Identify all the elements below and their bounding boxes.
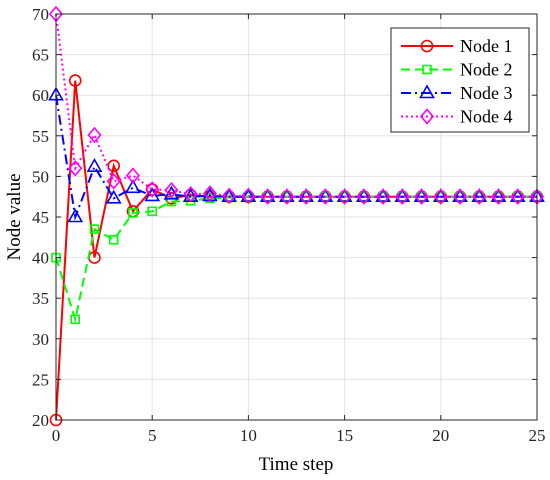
legend-entry: Node 1	[401, 36, 513, 56]
legend-label: Node 1	[460, 36, 513, 56]
square-marker	[128, 208, 138, 218]
diamond-marker	[68, 160, 83, 177]
triangle-marker	[125, 179, 141, 194]
x-tick-label: 5	[148, 426, 157, 445]
legend-entry: Node 3	[401, 83, 513, 103]
y-tick-label: 20	[32, 411, 49, 430]
diamond-marker	[510, 188, 525, 205]
x-tick-label: 10	[240, 426, 257, 445]
triangle-marker	[432, 188, 449, 202]
diamond-marker	[202, 185, 217, 202]
triangle-marker	[336, 188, 353, 202]
triangle-marker	[509, 188, 526, 202]
triangle-marker	[279, 188, 295, 202]
square-marker	[89, 224, 100, 234]
x-tick-label: 25	[529, 426, 546, 445]
series-3	[48, 86, 545, 223]
diamond-marker	[356, 188, 371, 205]
y-tick-label: 60	[32, 86, 49, 105]
square-marker	[108, 234, 119, 245]
y-tick-label: 25	[32, 370, 49, 389]
diamond-marker	[260, 188, 275, 205]
diamond-marker	[87, 126, 102, 144]
triangle-marker	[259, 188, 276, 202]
diamond-marker	[433, 188, 448, 205]
series-4	[48, 5, 545, 205]
diamond-marker	[337, 188, 352, 205]
circle-marker	[68, 74, 82, 87]
grid	[55, 13, 538, 421]
x-axis-title: Time step	[259, 454, 334, 475]
diamond-marker	[414, 188, 429, 205]
x-tick-label: 0	[52, 426, 61, 445]
diamond-marker	[452, 188, 468, 205]
diamond-marker	[145, 181, 160, 198]
square-marker	[147, 206, 157, 217]
diamond-marker	[125, 167, 141, 184]
diamond-marker	[241, 187, 256, 205]
triangle-marker	[355, 188, 372, 202]
triangle-marker	[221, 188, 238, 202]
y-tick-label: 35	[32, 289, 49, 308]
diamond-marker	[376, 188, 391, 205]
triangle-marker	[375, 188, 391, 202]
triangle-marker	[86, 158, 103, 172]
axis-tick-labels: 0 5 10 15 20 25 20 25 30 35 40 45 50 55 60 65 70	[32, 5, 546, 445]
x-tick-label: 15	[336, 426, 353, 445]
legend-circle-marker	[420, 39, 434, 53]
legend-entry: Node 2	[401, 60, 513, 80]
y-tick-label: 30	[32, 330, 49, 349]
triangle-marker	[490, 188, 507, 202]
y-tick-label: 40	[32, 249, 49, 268]
legend-label: Node 4	[460, 107, 513, 127]
diamond-marker	[222, 187, 237, 205]
triangle-marker	[413, 188, 430, 202]
legend-diamond-marker	[419, 108, 435, 125]
diamond-marker	[491, 188, 506, 205]
diamond-marker	[183, 186, 198, 203]
diamond-marker	[395, 188, 410, 205]
axis-ticks	[55, 13, 538, 421]
y-tick-label: 65	[32, 46, 49, 65]
triangle-marker	[317, 188, 334, 202]
y-tick-label: 50	[32, 167, 49, 186]
y-tick-label: 55	[32, 127, 49, 146]
triangle-marker	[394, 188, 411, 202]
diamond-marker	[164, 181, 179, 199]
triangle-marker	[452, 188, 468, 202]
legend-label: Node 3	[460, 83, 513, 103]
legend: Node 1 Node 2 Node 3 Node 4	[390, 27, 530, 133]
y-tick-label: 45	[32, 208, 49, 227]
legend-label: Node 2	[460, 60, 513, 80]
x-tick-label: 20	[432, 426, 449, 445]
triangle-marker	[471, 188, 488, 202]
diamond-marker	[299, 188, 314, 205]
triangle-marker	[105, 189, 122, 204]
square-marker	[70, 314, 81, 325]
triangle-marker	[67, 208, 84, 223]
triangle-marker	[144, 187, 161, 202]
legend-square-marker	[422, 64, 432, 75]
legend-triangle-marker	[419, 84, 435, 99]
triangle-marker	[298, 188, 314, 202]
y-tick-label: 70	[32, 5, 49, 24]
series-layer	[48, 5, 545, 427]
diamond-marker	[472, 188, 487, 205]
diamond-marker	[106, 173, 121, 190]
circle-marker	[107, 159, 121, 173]
legend-entry: Node 4	[401, 107, 513, 127]
y-axis-title: Node value	[4, 173, 25, 260]
diamond-marker	[279, 188, 294, 205]
diamond-marker	[318, 188, 333, 205]
